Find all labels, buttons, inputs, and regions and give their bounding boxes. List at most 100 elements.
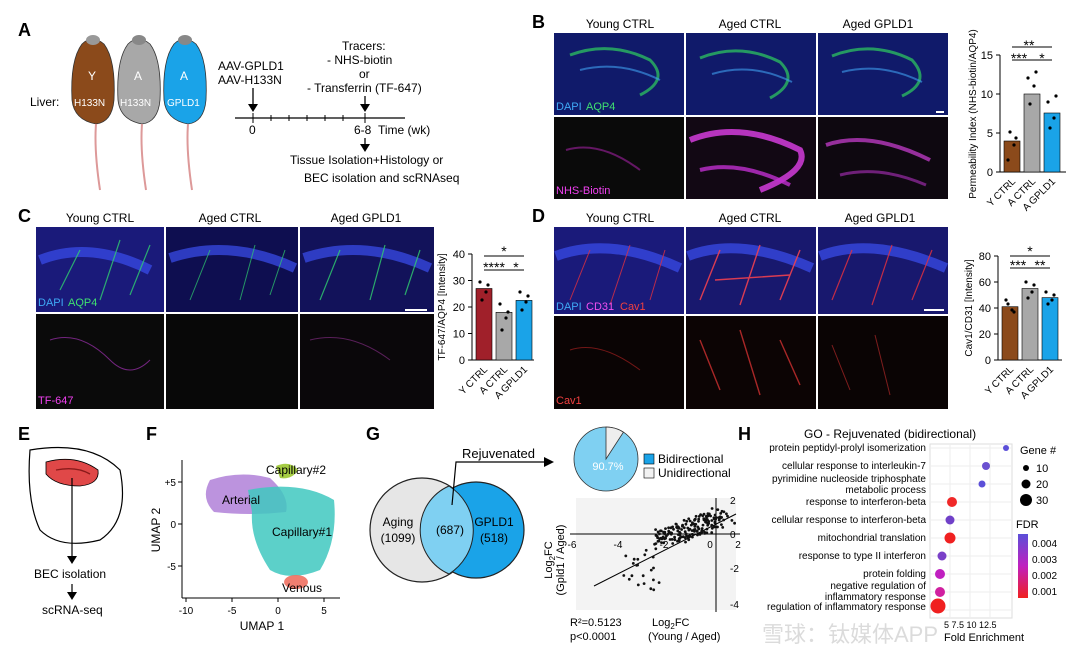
g-scatter-point <box>659 529 663 533</box>
panel-label-d: D <box>532 206 545 226</box>
d-sig-1: * <box>1027 243 1033 259</box>
venn-overlap <box>419 485 474 575</box>
go-xlabel: Fold Enrichment <box>944 632 1024 644</box>
mouse-young-letter: Y <box>88 69 96 83</box>
g-scatter-point <box>688 534 692 538</box>
d-bar-aged <box>1021 288 1039 361</box>
go-dot-9 <box>935 587 945 597</box>
g-scatter-bg <box>576 498 736 610</box>
g-scatter-point <box>680 528 683 531</box>
d-sig-3: ** <box>1035 257 1046 273</box>
g-scatter-point <box>710 531 714 534</box>
g-scatter-point <box>627 577 631 581</box>
g-xlabel-log: Log <box>652 617 670 629</box>
d-stain-cav1-top: Cav1 <box>620 301 646 313</box>
go-term-8: protein folding <box>863 569 926 580</box>
g-scatter-point <box>701 514 705 518</box>
go-term-9a: negative regulation of <box>830 581 926 592</box>
pie-percent: 90.7% <box>592 461 623 473</box>
g-ytick-2: 0 <box>730 530 736 541</box>
g-scatter-point <box>710 519 714 522</box>
umap-xtick-2: -5 <box>228 606 237 617</box>
g-ytick-4: -4 <box>730 600 739 611</box>
g-scatter-point <box>682 518 686 522</box>
d-col-title-2: Aged CTRL <box>719 211 782 225</box>
g-scatter-point <box>697 527 700 531</box>
c-sig-3: * <box>513 259 519 275</box>
go-dot-3 <box>978 480 986 488</box>
gene-legend-20: 20 <box>1036 479 1048 491</box>
g-scatter-point <box>696 533 699 537</box>
g-scatter-point <box>671 542 675 545</box>
g-scatter-point <box>720 516 723 519</box>
g-scatter-point <box>733 521 736 525</box>
b-stain-dapi: DAPI <box>556 101 582 113</box>
umap-ytick-3: -5 <box>167 562 176 573</box>
g-scatter-point <box>643 553 647 557</box>
c-ytick-3: 30 <box>453 276 465 288</box>
time-label: Time (wk) <box>378 123 430 137</box>
g-ylabel-fc: FC <box>543 541 555 556</box>
g-pvalue: p<0.0001 <box>570 631 616 643</box>
g-scatter-point <box>667 526 670 530</box>
tracer-arrowhead <box>360 104 370 112</box>
g-scatter-point <box>716 525 719 529</box>
g-ylabel-sub: 2 <box>548 555 557 560</box>
g-scatter-point <box>658 532 661 536</box>
g-scatter-point <box>706 512 710 516</box>
pie-legend-label-1: Bidirectional <box>658 452 723 466</box>
d-col-title-3: Aged GPLD1 <box>845 211 916 225</box>
tracer-line-4: - Transferrin (TF-647) <box>307 81 422 95</box>
g-scatter-point <box>649 587 653 591</box>
g-scatter-point <box>652 578 655 582</box>
g-scatter-point <box>654 528 657 531</box>
g-scatter-point <box>649 568 653 572</box>
gene-legend-dot-10 <box>1023 465 1029 471</box>
go-term-3a: pyrimidine nucleoside triphosphate <box>772 474 926 485</box>
b-ytick-1: 5 <box>987 128 993 140</box>
g-scatter-point <box>693 528 697 531</box>
panel-label-g: G <box>366 424 380 444</box>
mouse-young: Y H133N <box>71 35 115 191</box>
fdr-colorbar <box>1018 534 1028 598</box>
g-scatter-point <box>704 520 707 524</box>
g-scatter-point <box>684 522 688 526</box>
d-stain-cd31: CD31 <box>586 301 614 313</box>
b-sig-2: *** <box>1011 50 1028 66</box>
g-scatter-point <box>709 514 712 518</box>
e-arrowhead-2 <box>67 592 77 600</box>
g-scatter-point <box>703 532 707 535</box>
umap-cluster-arterial: Arterial <box>222 493 260 507</box>
g-scatter-point <box>730 519 734 522</box>
g-scatter-point <box>726 514 729 518</box>
d-stain-dapi: DAPI <box>556 301 582 313</box>
g-scatter-point <box>641 574 645 578</box>
g-scatter-point <box>684 540 687 544</box>
fdr-legend-title: FDR <box>1016 519 1039 531</box>
g-scatter-point <box>676 526 679 530</box>
umap-xtick-4: 5 <box>321 606 327 617</box>
time-zero: 0 <box>249 123 256 137</box>
g-xlabel-fc: FC <box>675 617 690 629</box>
b-sig-1: ** <box>1024 37 1035 53</box>
g-scatter-point <box>661 536 665 540</box>
c-sig-1: * <box>501 243 507 259</box>
go-dot-10 <box>930 598 946 614</box>
g-scatter-point <box>697 517 701 521</box>
umap-ytick-1: +5 <box>165 478 177 489</box>
g-scatter-point <box>651 555 655 559</box>
g-xlabel-sub: 2 <box>670 622 675 631</box>
g-scatter-point <box>693 518 696 522</box>
b-micrographs <box>554 33 948 199</box>
g-scatter-point <box>658 537 661 541</box>
d-col-title-1: Young CTRL <box>586 211 655 225</box>
g-scatter-point <box>666 532 670 536</box>
timeline <box>235 113 405 123</box>
d-bar-gpld1 <box>1041 297 1059 361</box>
umap-xlabel: UMAP 1 <box>240 619 285 633</box>
mouse-gpld1-letter: A <box>180 69 188 83</box>
go-dot-8 <box>935 569 945 579</box>
svg-text:Log2FC: Log2FC <box>543 541 557 579</box>
g-scatter-point <box>725 512 728 516</box>
b-ytick-0: 0 <box>987 167 993 179</box>
